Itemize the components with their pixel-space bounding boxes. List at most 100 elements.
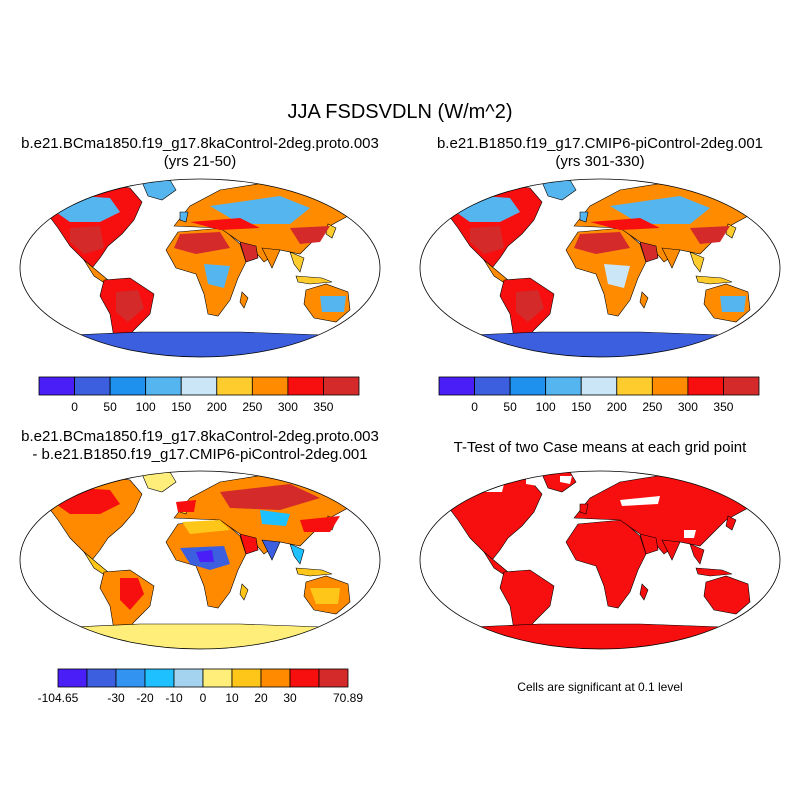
data-region xyxy=(320,296,346,312)
colorbar-swatch xyxy=(144,668,175,688)
map-border xyxy=(419,178,781,358)
colorbar-tick-label: 350 xyxy=(313,400,333,414)
colorbar-swatch xyxy=(687,376,724,396)
panel-2-subtitle: (yrs 301-330) xyxy=(555,153,644,170)
land-arabia xyxy=(639,533,659,555)
colorbar-swatch xyxy=(74,376,111,396)
land-india xyxy=(661,539,681,561)
colorbar-difference: -104.65 -30 -20 -10 0 10 20 30 70.89 xyxy=(38,668,363,705)
colorbar-swatch xyxy=(57,668,88,688)
map-panel-case-2 xyxy=(419,178,781,358)
colorbar-tick-label: -104.65 xyxy=(38,691,79,705)
panel-3-subtitle: - b.e21.B1850.f19_g17.CMIP6-piControl-2d… xyxy=(32,446,367,463)
colorbar-swatch xyxy=(318,668,349,688)
colorbar-swatch xyxy=(545,376,582,396)
colorbar-tick-label: 70.89 xyxy=(333,691,363,705)
insignificant-cells xyxy=(560,476,572,484)
land-seAsia xyxy=(289,543,305,565)
significance-note: Cells are significant at 0.1 level xyxy=(517,680,682,694)
colorbar-tick-label: 50 xyxy=(503,400,517,414)
data-region xyxy=(120,578,144,610)
map-border xyxy=(419,470,781,650)
colorbar-swatch xyxy=(216,376,253,396)
panel-1-subtitle: (yrs 21-50) xyxy=(164,153,237,170)
colorbar-tick-label: 100 xyxy=(536,400,556,414)
colorbar-swatch xyxy=(173,668,204,688)
land-newZealand xyxy=(359,319,367,331)
data-region xyxy=(116,290,144,322)
colorbar-tick-label: -30 xyxy=(107,691,125,705)
colorbar-tick-label: 150 xyxy=(571,400,591,414)
land-indonesia xyxy=(695,567,733,577)
land-madagascar xyxy=(639,291,649,309)
colorbar-tick-label: -20 xyxy=(136,691,154,705)
map-panel-t-test xyxy=(419,470,781,650)
colorbar-tick-label: 300 xyxy=(678,400,698,414)
data-region xyxy=(260,510,290,526)
land-antarctica xyxy=(20,623,380,649)
colorbar-swatch xyxy=(723,376,760,396)
land-india xyxy=(661,247,681,269)
land-antarctica xyxy=(20,331,380,357)
land-india xyxy=(261,247,281,269)
land-japan xyxy=(725,515,737,531)
land-newZealand xyxy=(359,611,367,623)
land-seAsia xyxy=(689,251,705,273)
colorbar-tick-label: 250 xyxy=(242,400,262,414)
colorbar-swatch xyxy=(202,668,233,688)
insignificant-cells xyxy=(526,478,540,486)
colorbar-swatch xyxy=(474,376,511,396)
colorbar-swatch xyxy=(86,668,117,688)
colorbar-tick-label: 150 xyxy=(171,400,191,414)
data-region xyxy=(182,520,230,534)
land-newZealand xyxy=(759,611,767,623)
land-uk xyxy=(579,503,589,515)
colorbar-swatch xyxy=(251,376,289,396)
map-panel-difference xyxy=(19,470,381,650)
data-region xyxy=(174,232,230,254)
colorbar-swatch xyxy=(323,376,360,396)
data-region xyxy=(300,516,340,532)
data-region xyxy=(310,588,340,604)
panel-4-title: T-Test of two Case means at each grid po… xyxy=(454,439,747,456)
colorbar-tick-label: 250 xyxy=(642,400,662,414)
colorbar-tick-label: 0 xyxy=(71,400,78,414)
land-seAsia xyxy=(689,543,705,565)
land-arabia xyxy=(239,241,259,263)
insignificant-cells xyxy=(620,496,660,506)
data-region xyxy=(196,550,214,562)
colorbar-swatch xyxy=(38,376,75,396)
colorbar-tick-label: 200 xyxy=(607,400,627,414)
panel-2-title: b.e21.B1850.f19_g17.CMIP6-piControl-2deg… xyxy=(437,135,763,152)
land-india xyxy=(261,539,281,561)
data-region xyxy=(190,218,260,230)
land-uk xyxy=(579,211,589,223)
land-indonesia xyxy=(695,275,733,285)
data-region xyxy=(176,500,196,512)
data-region xyxy=(70,226,104,254)
land-madagascar xyxy=(239,583,249,601)
colorbar-swatch xyxy=(260,668,291,688)
data-region xyxy=(204,264,230,288)
colorbar-swatch xyxy=(231,668,262,688)
map-border xyxy=(19,178,381,358)
land-africa xyxy=(565,519,647,609)
colorbar-case-2: 0 50 100 150 200 250 300 350 xyxy=(438,376,760,414)
land-uk xyxy=(179,211,189,223)
data-region xyxy=(290,226,330,244)
colorbar-tick-label: 0 xyxy=(471,400,478,414)
colorbar-swatch xyxy=(180,376,218,396)
map-panel-case-1 xyxy=(19,178,381,358)
colorbar-swatch xyxy=(438,376,475,396)
land-madagascar xyxy=(639,583,649,601)
map-border xyxy=(19,470,381,650)
colorbar-tick-label: -10 xyxy=(165,691,183,705)
land-arabia xyxy=(239,533,259,555)
insignificant-cells xyxy=(684,530,696,538)
colorbar-swatch xyxy=(616,376,653,396)
data-region xyxy=(690,226,730,244)
land-antarctica xyxy=(420,623,780,649)
land-newZealand xyxy=(759,319,767,331)
data-region xyxy=(590,218,660,230)
